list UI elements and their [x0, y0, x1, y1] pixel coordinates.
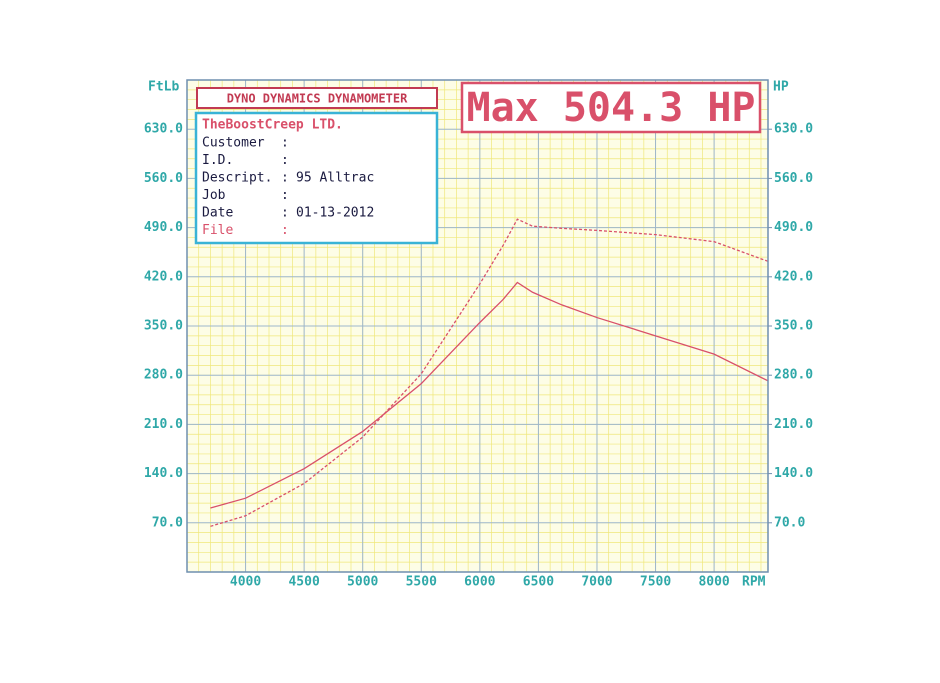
- header-box: [196, 87, 438, 109]
- series-line: [210, 281, 769, 509]
- y2-tick-label: 70.0: [774, 515, 805, 530]
- info-box: [194, 111, 439, 245]
- x-axis-label: RPM: [742, 575, 766, 590]
- x-tick-label: 7000: [581, 575, 612, 590]
- info-separator: :: [281, 188, 289, 203]
- series-line: [210, 218, 769, 527]
- info-label: Descript.: [202, 171, 272, 186]
- x-tick-label: 5000: [347, 575, 378, 590]
- x-tick-label: 5500: [406, 575, 437, 590]
- y2-tick-label: 140.0: [774, 466, 813, 481]
- max-label: Max 504.3 HP: [467, 85, 756, 131]
- header: DYNO DYNAMICS DYNAMOMETER: [227, 92, 408, 106]
- info-separator: :: [281, 171, 289, 186]
- y-tick-label: 490.0: [144, 220, 183, 235]
- y2-tick-label: 280.0: [774, 368, 813, 383]
- y-tick-label: 560.0: [144, 171, 183, 186]
- info-label: I.D.: [202, 153, 233, 168]
- info-label: Job: [202, 188, 226, 203]
- x-tick-label: 4500: [288, 575, 319, 590]
- x-tick-label: 8000: [698, 575, 729, 590]
- info-label: File: [202, 223, 233, 238]
- info-value: 95 Alltrac: [296, 171, 374, 186]
- lines: [210, 218, 769, 527]
- info-separator: :: [281, 223, 289, 238]
- company: TheBoostCreep LTD.: [202, 118, 343, 133]
- info-label: Date: [202, 206, 233, 221]
- y2-tick-label: 490.0: [774, 220, 813, 235]
- x-tick-label: 7500: [640, 575, 671, 590]
- x-tick-label: 6500: [523, 575, 554, 590]
- y-tick-label: 420.0: [144, 269, 183, 284]
- info-separator: :: [281, 136, 289, 151]
- y-tick-label: 350.0: [144, 319, 183, 334]
- info-label: Customer: [202, 136, 265, 151]
- y2-tick-label: 420.0: [774, 269, 813, 284]
- max-box: [460, 81, 762, 134]
- y-tick-label: 280.0: [144, 368, 183, 383]
- y2-tick-label: 630.0: [774, 122, 813, 137]
- y2-tick-label: 210.0: [774, 417, 813, 432]
- info-separator: :: [281, 206, 289, 221]
- y2-axis-label: HP: [773, 80, 789, 95]
- y-tick-label: 210.0: [144, 417, 183, 432]
- info-separator: :: [281, 153, 289, 168]
- y-tick-label: 630.0: [144, 122, 183, 137]
- y-tick-label: 70.0: [152, 515, 183, 530]
- y2-tick-label: 560.0: [774, 171, 813, 186]
- x-tick-label: 6000: [464, 575, 495, 590]
- x-tick-label: 4000: [230, 575, 261, 590]
- info-value: 01-13-2012: [296, 206, 374, 221]
- y2-tick-label: 350.0: [774, 319, 813, 334]
- y-tick-label: 140.0: [144, 466, 183, 481]
- y-axis-label: FtLb: [148, 80, 179, 95]
- info-rows: Customer:I.D.:Descript.:95 AlltracJob:Da…: [202, 136, 374, 239]
